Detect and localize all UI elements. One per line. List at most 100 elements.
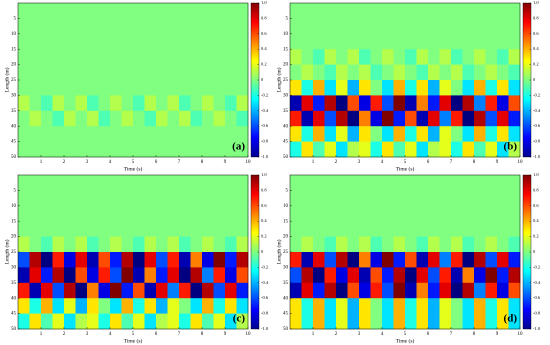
heatmap-cell <box>451 49 463 65</box>
heatmap-cell <box>416 141 429 158</box>
heatmap-cell <box>336 126 348 142</box>
heatmap-cell <box>313 126 325 142</box>
heatmap-cell <box>324 3 337 19</box>
heatmap-cell <box>474 267 486 284</box>
heatmap-cell <box>18 126 30 142</box>
heatmap-cell <box>313 313 325 330</box>
heatmap-cell <box>144 110 157 127</box>
heatmap-cell <box>497 298 509 314</box>
x-tick-label: 5 <box>404 160 407 165</box>
heatmap-cell <box>167 110 180 127</box>
heatmap-cell <box>236 282 249 299</box>
heatmap-cell <box>405 267 417 284</box>
heatmap-cell <box>87 267 99 284</box>
heatmap-cell <box>144 64 157 81</box>
heatmap-cell <box>462 95 475 112</box>
heatmap-cell <box>301 110 314 127</box>
panel-label: (c) <box>233 313 246 325</box>
heatmap-cell <box>87 236 99 253</box>
heatmap-cell <box>110 18 122 35</box>
colorbar-tick-label: -0.8 <box>261 139 269 144</box>
heatmap-cell <box>110 221 122 237</box>
heatmap-cell <box>382 298 394 314</box>
heatmap-cell <box>225 236 237 253</box>
heatmap-cell <box>462 80 475 96</box>
heatmap-cell <box>18 252 30 268</box>
heatmap-cell <box>167 252 180 268</box>
heatmap-cell <box>290 267 302 284</box>
heatmap-cell <box>336 313 348 330</box>
y-tick-label: 15 <box>283 47 289 52</box>
heatmap-cell <box>301 313 314 330</box>
colorbar-tick-label: 1.0 <box>261 172 267 177</box>
heatmap-cell <box>382 3 394 19</box>
heatmap-cell <box>313 282 325 299</box>
y-tick-label: 45 <box>283 140 289 145</box>
heatmap-cell <box>179 313 191 330</box>
heatmap-cell <box>179 221 191 237</box>
heatmap-cell <box>290 236 302 253</box>
heatmap-cell <box>324 141 337 158</box>
heatmap-cell <box>29 18 42 35</box>
heatmap-cell <box>324 221 337 237</box>
heatmap-cell <box>75 18 88 35</box>
colorbar-tick-label: -0.6 <box>533 123 541 128</box>
heatmap-cell <box>416 175 429 191</box>
heatmap-cell <box>18 267 30 284</box>
heatmap-cell <box>439 205 452 222</box>
heatmap-cell <box>29 236 42 253</box>
heatmap-cell <box>236 126 249 142</box>
heatmap-cell <box>462 236 475 253</box>
heatmap-cell <box>144 252 157 268</box>
heatmap-cell <box>405 95 417 112</box>
heatmap-cell <box>110 80 122 96</box>
heatmap-cell <box>370 190 383 207</box>
heatmap-cell <box>110 298 122 314</box>
heatmap-cell <box>167 190 180 207</box>
heatmap-cell <box>290 95 302 112</box>
heatmap-cell <box>156 267 168 284</box>
heatmap-cell <box>133 110 145 127</box>
heatmap-cell <box>18 298 30 314</box>
heatmap-cell <box>87 175 99 191</box>
heatmap-cell <box>156 80 168 96</box>
heatmap-cell <box>98 18 111 35</box>
heatmap-cell <box>382 80 394 96</box>
heatmap-cell <box>167 267 180 284</box>
heatmap-cell <box>347 95 360 112</box>
heatmap-cell <box>497 267 509 284</box>
heatmap-cell <box>497 33 509 50</box>
heatmap-cell <box>497 221 509 237</box>
heatmap-cell <box>190 95 203 112</box>
heatmap-cell <box>121 64 134 81</box>
heatmap-cell <box>87 126 99 142</box>
heatmap-cell <box>405 33 417 50</box>
heatmap-cell <box>75 267 88 284</box>
heatmap-cell <box>324 64 337 81</box>
heatmap-cell <box>41 221 53 237</box>
heatmap-cell <box>41 110 53 127</box>
heatmap-cell <box>370 236 383 253</box>
heatmap-cell <box>213 252 226 268</box>
heatmap-cell <box>301 205 314 222</box>
heatmap-cell <box>144 313 157 330</box>
colorbar-tick-label: -0.4 <box>261 108 269 113</box>
heatmap-cell <box>290 175 302 191</box>
heatmap-cell <box>236 33 249 50</box>
heatmap-cell <box>497 80 509 96</box>
x-tick-label: 7 <box>450 160 453 165</box>
heatmap-cell <box>359 282 371 299</box>
heatmap-cell <box>225 126 237 142</box>
heatmap-cell <box>290 282 302 299</box>
colorbar-tick-label: 0.6 <box>261 203 267 208</box>
colorbar-tick-label: -0.2 <box>533 264 540 269</box>
heatmap-cell <box>508 64 521 81</box>
heatmap-cell <box>497 95 509 112</box>
heatmap-cell <box>485 80 498 96</box>
heatmap-cell <box>144 221 157 237</box>
heatmap-cell <box>156 313 168 330</box>
heatmap-cell <box>64 3 76 19</box>
heatmap-cell <box>428 18 440 35</box>
heatmap-cell <box>301 126 314 142</box>
